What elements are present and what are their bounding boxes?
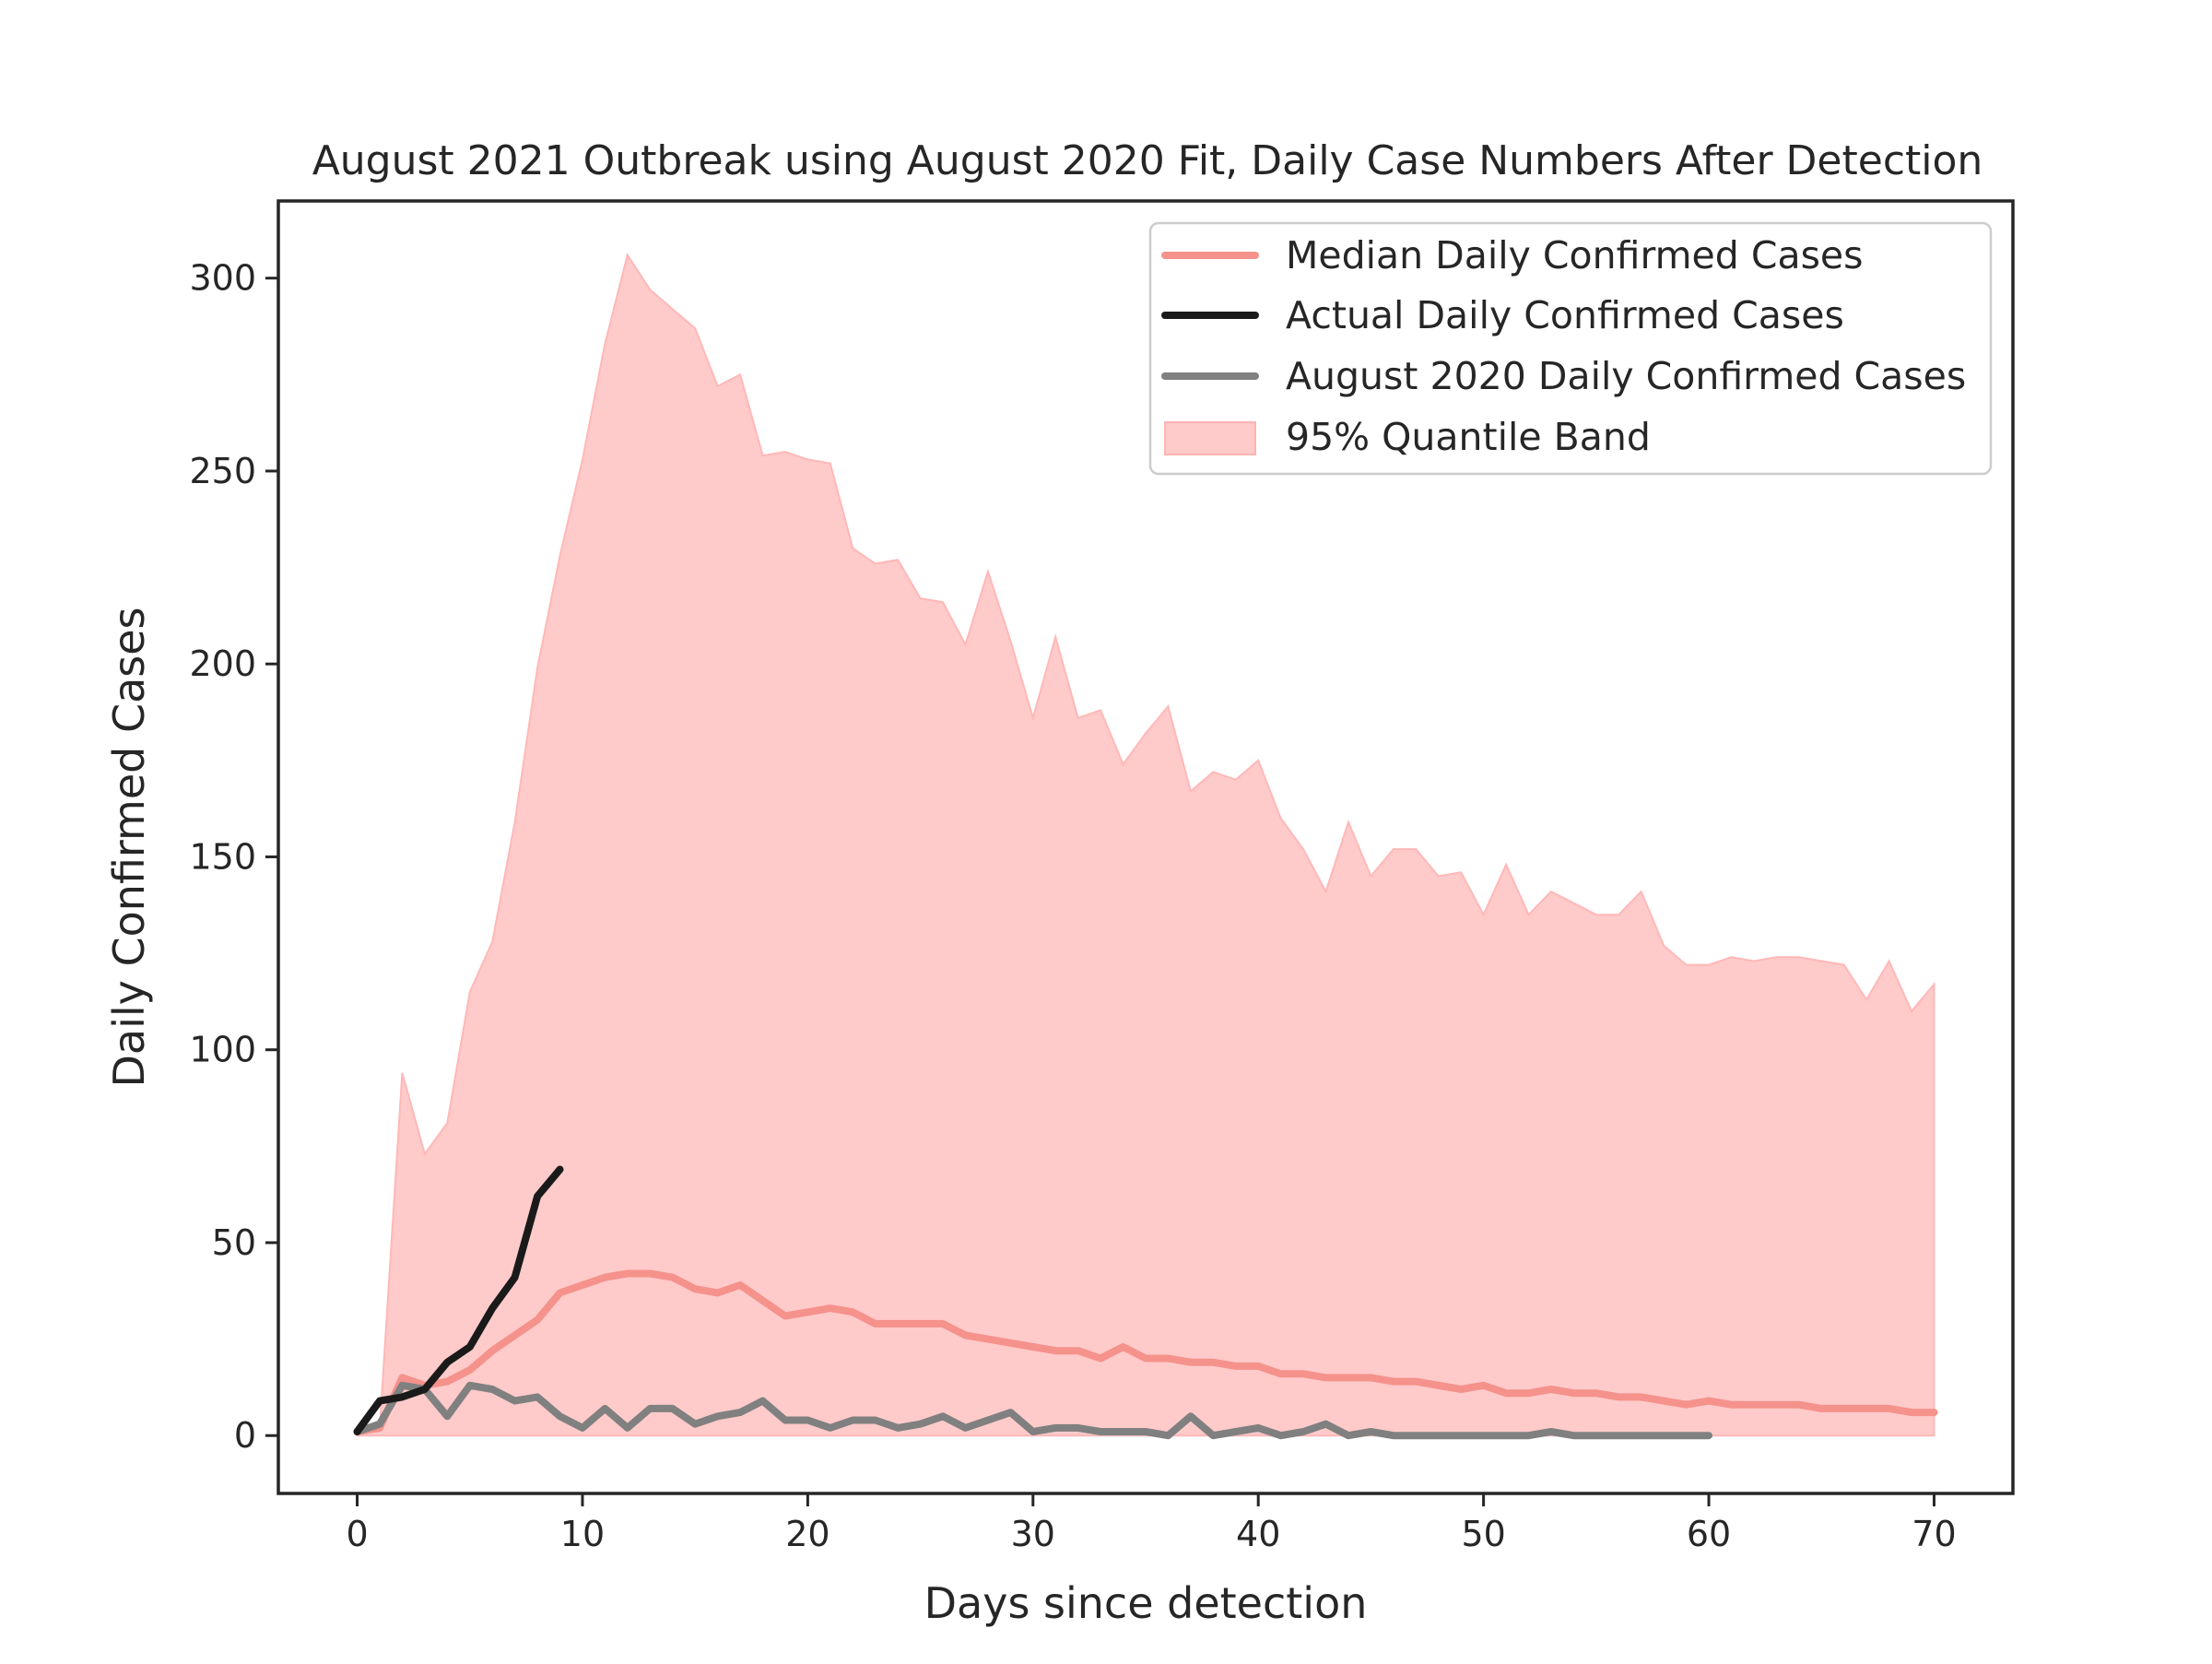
legend: Median Daily Confirmed Cases Actual Dail… <box>1148 221 1993 476</box>
plot-frame <box>276 199 2015 1495</box>
x-tick-label: 30 <box>1011 1514 1055 1554</box>
legend-actual-label: Actual Daily Confirmed Cases <box>1286 293 1844 337</box>
median-daily-confirmed-cases-line <box>353 1269 1938 1435</box>
legend-band-label: 95% Quantile Band <box>1286 415 1651 459</box>
y-tick-label: 200 <box>189 643 256 684</box>
quantile-band-area <box>356 253 1936 1437</box>
y-axis-label: Daily Confirmed Cases <box>104 608 154 1088</box>
x-tick-label: 50 <box>1461 1514 1505 1554</box>
x-axis-label: Days since detection <box>924 1578 1368 1628</box>
august-2020-daily-confirmed-cases-line <box>353 1381 1712 1440</box>
x-tick-label: 10 <box>560 1514 605 1554</box>
y-tick-label: 100 <box>189 1030 256 1070</box>
y-tick-label: 0 <box>234 1415 256 1456</box>
legend-band-swatch <box>1164 421 1256 455</box>
x-tick-label: 0 <box>346 1514 368 1554</box>
x-tick-label: 20 <box>785 1514 830 1554</box>
y-tick-label: 250 <box>189 451 256 491</box>
legend-median-label: Median Daily Confirmed Cases <box>1286 233 1864 277</box>
x-axis-ticks: 0 10 20 30 40 50 60 70 <box>346 1493 1957 1554</box>
y-tick-label: 50 <box>212 1222 256 1263</box>
x-tick-label: 70 <box>1912 1514 1956 1554</box>
y-tick-label: 300 <box>189 258 256 299</box>
legend-aug2020-label: August 2020 Daily Confirmed Cases <box>1286 354 1966 398</box>
quantile-band-layer <box>356 253 1936 1437</box>
legend-box <box>1148 221 1993 476</box>
x-tick-label: 60 <box>1687 1514 1731 1554</box>
chart-title: August 2021 Outbreak using August 2020 F… <box>312 137 1983 184</box>
series-lines-layer <box>353 1165 1938 1440</box>
actual-daily-confirmed-cases-line <box>353 1165 564 1435</box>
x-tick-label: 40 <box>1236 1514 1280 1554</box>
y-axis-ticks: 0 50 100 150 200 250 300 <box>189 258 278 1456</box>
y-tick-label: 150 <box>189 836 256 877</box>
